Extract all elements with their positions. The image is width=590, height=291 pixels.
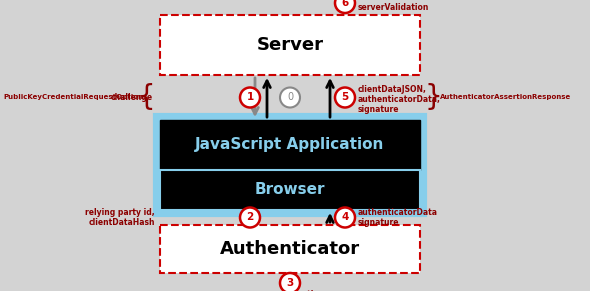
Text: challenge: challenge xyxy=(111,93,153,102)
Text: clientDataJSON,: clientDataJSON, xyxy=(358,85,427,94)
Circle shape xyxy=(240,88,260,107)
Bar xyxy=(160,170,420,210)
Circle shape xyxy=(335,0,355,13)
Text: serverValidation: serverValidation xyxy=(358,3,430,12)
Text: Authenticator: Authenticator xyxy=(220,240,360,258)
Text: signature: signature xyxy=(358,218,399,227)
Text: authenticatorData: authenticatorData xyxy=(358,208,438,217)
Text: 2: 2 xyxy=(247,212,254,223)
Text: PublicKeyCredentialRequestOptions: PublicKeyCredentialRequestOptions xyxy=(3,95,148,100)
Bar xyxy=(160,225,420,273)
Bar xyxy=(160,120,420,170)
Bar xyxy=(160,15,420,75)
Circle shape xyxy=(280,273,300,291)
Circle shape xyxy=(240,207,260,228)
Text: 0: 0 xyxy=(287,93,293,102)
Text: authenticatorData,: authenticatorData, xyxy=(358,95,441,104)
Text: 1: 1 xyxy=(247,93,254,102)
Text: user verification,: user verification, xyxy=(253,290,327,291)
Text: }: } xyxy=(425,84,442,111)
Circle shape xyxy=(335,207,355,228)
Text: 3: 3 xyxy=(286,278,294,288)
Text: 5: 5 xyxy=(342,93,349,102)
Text: AuthenticatorAssertionResponse: AuthenticatorAssertionResponse xyxy=(440,95,571,100)
Text: 6: 6 xyxy=(342,0,349,8)
Text: {: { xyxy=(137,84,155,111)
Text: clientDataHash: clientDataHash xyxy=(88,218,155,227)
Text: 4: 4 xyxy=(341,212,349,223)
Text: relying party id,: relying party id, xyxy=(86,208,155,217)
Bar xyxy=(155,115,425,215)
Circle shape xyxy=(280,88,300,107)
Circle shape xyxy=(335,88,355,107)
Text: JavaScript Application: JavaScript Application xyxy=(195,138,385,152)
Text: signature: signature xyxy=(358,105,399,114)
Text: Browser: Browser xyxy=(255,182,325,198)
Text: Server: Server xyxy=(257,36,323,54)
